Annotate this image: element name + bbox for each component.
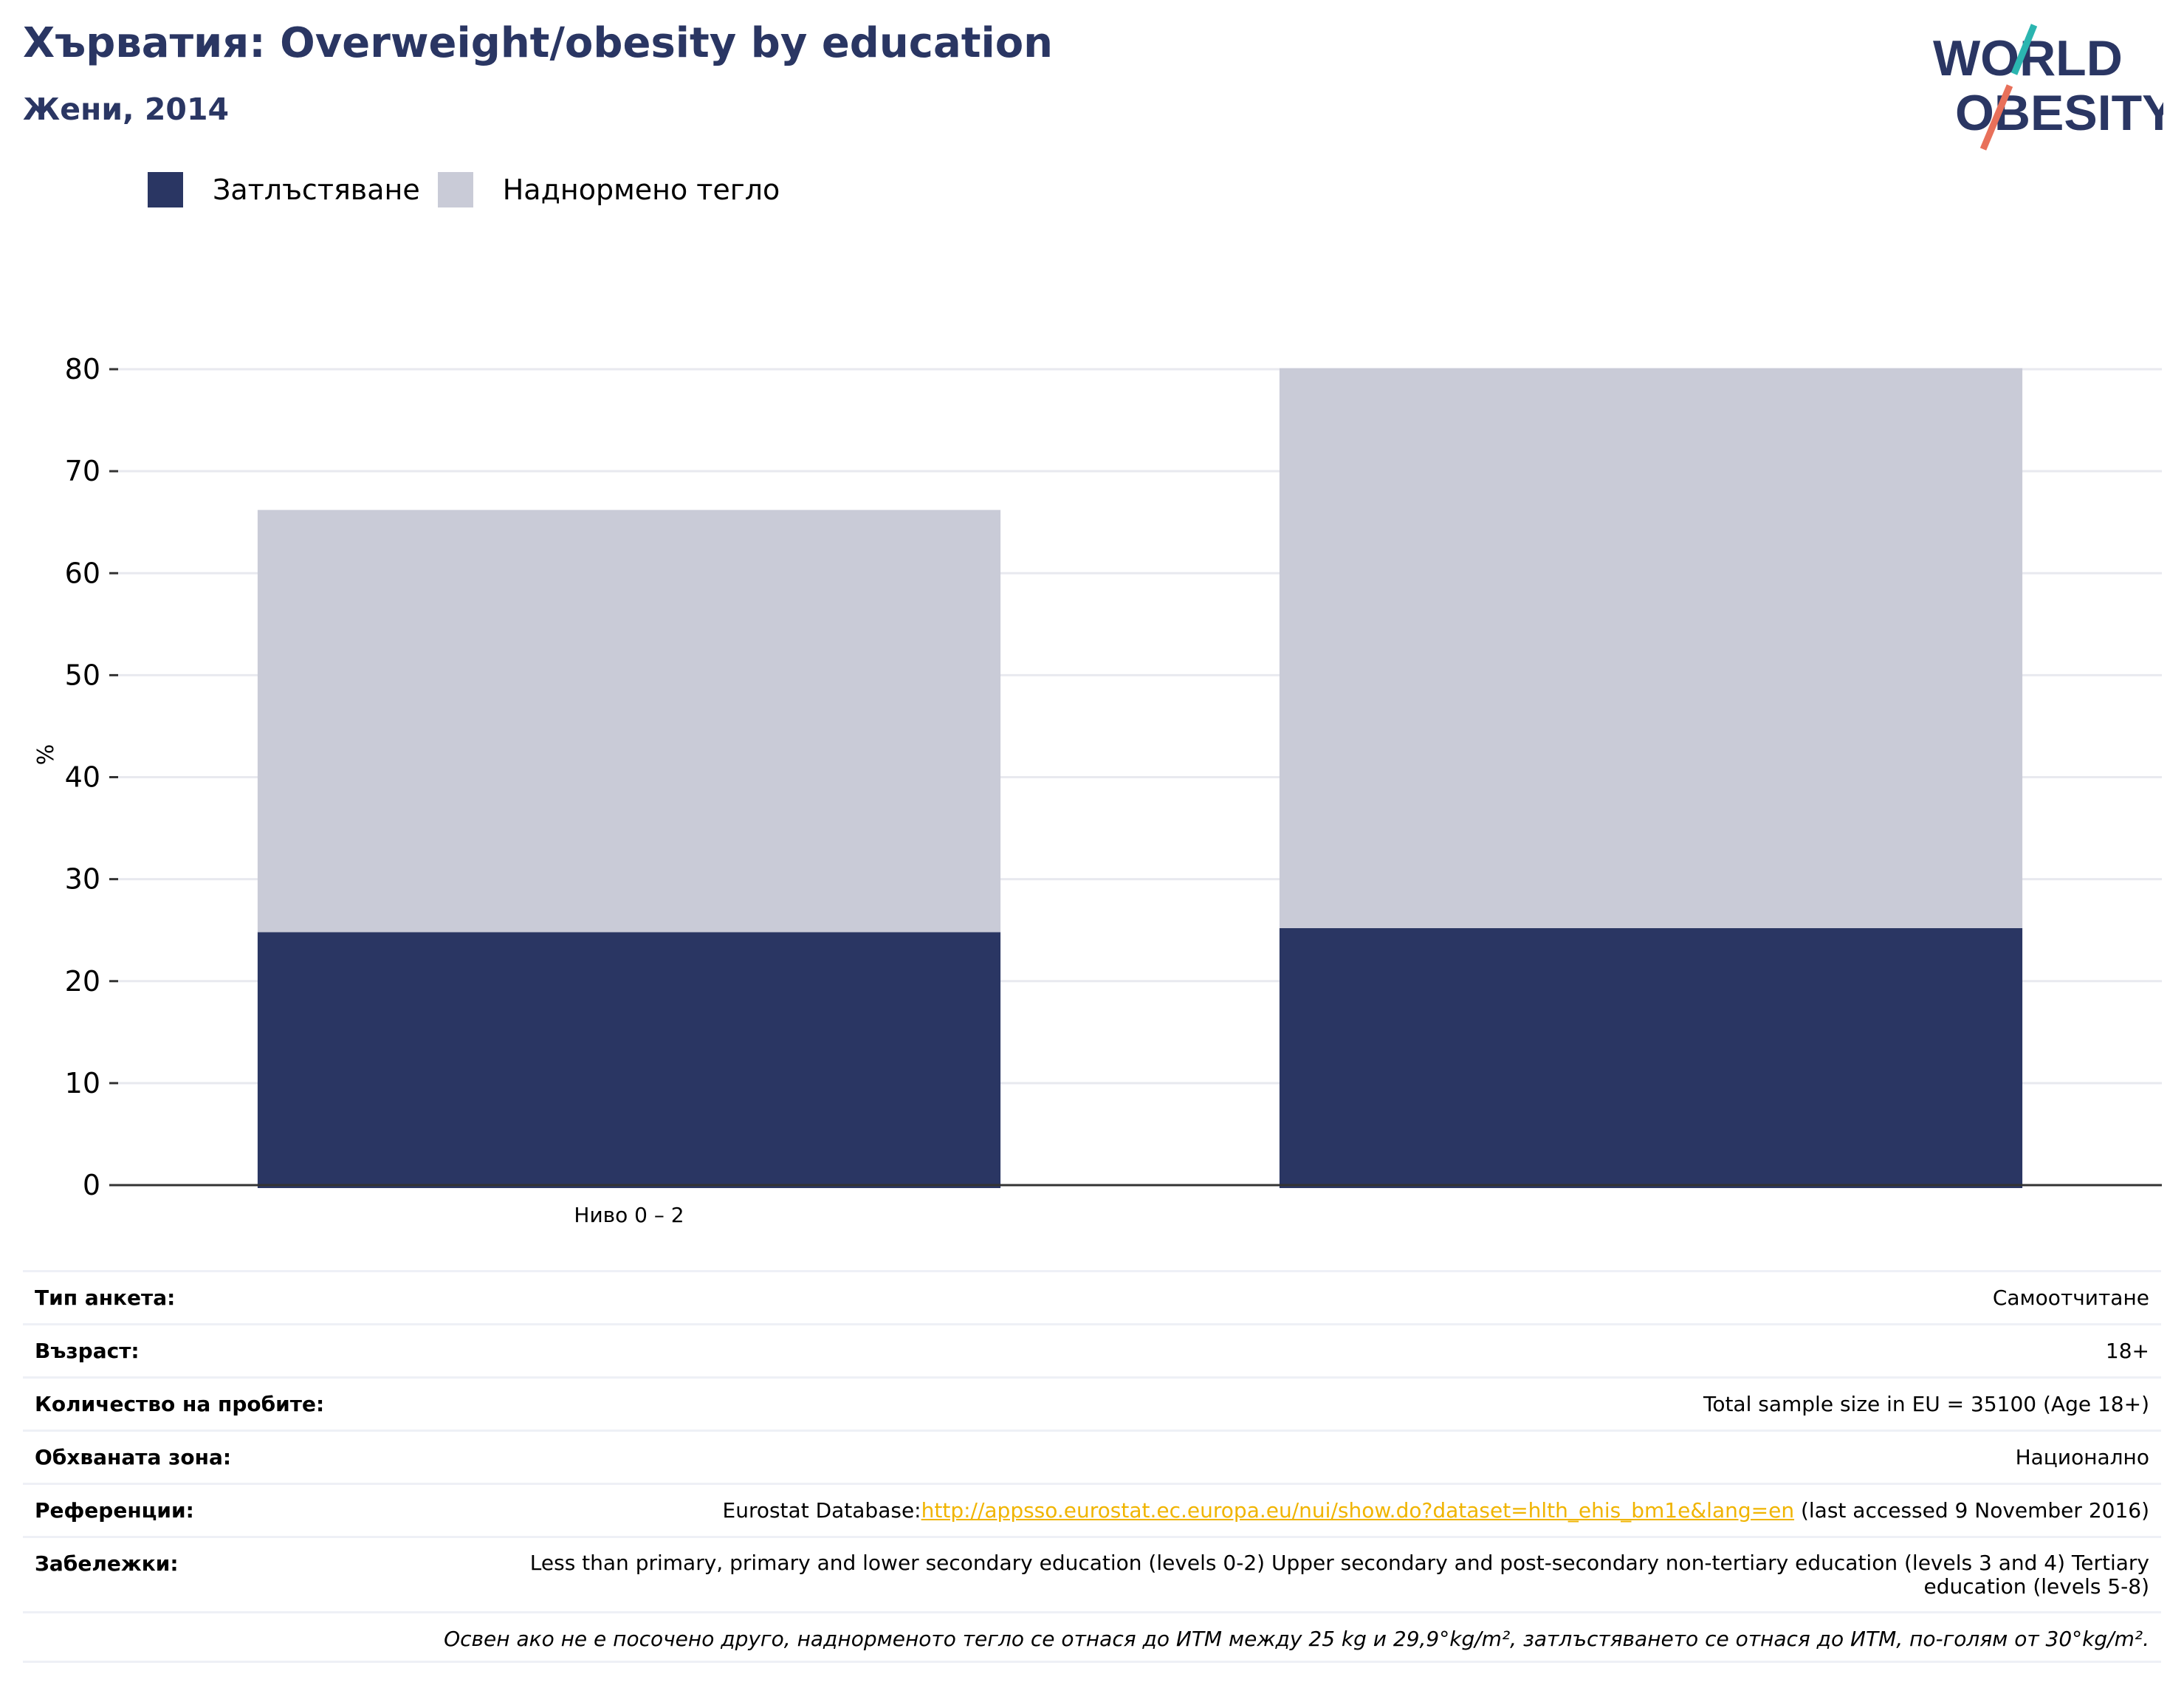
reference-prefix: Eurostat Database:: [722, 1498, 921, 1523]
page-subtitle: Жени, 2014: [23, 92, 230, 127]
y-tick-label: 0: [83, 1169, 100, 1201]
y-tick-label: 50: [65, 659, 100, 691]
logo-slash-coral: [1979, 84, 2013, 151]
info-label: Възраст:: [35, 1339, 140, 1363]
info-value: 18+: [2105, 1339, 2149, 1363]
y-tick-label: 10: [65, 1067, 100, 1099]
world-obesity-logo: WORLD OBESITY: [1933, 24, 2163, 151]
info-value: Самоотчитане: [1992, 1286, 2149, 1310]
bar-obesity-1[interactable]: [1279, 927, 2023, 1188]
y-tick-labels: 0 10 20 30 40 50 60 70 80: [65, 353, 118, 1201]
y-tick-label: 40: [65, 761, 100, 794]
x-tick-label: Ниво 0 – 2: [574, 1203, 684, 1227]
logo-slash-teal: [2010, 24, 2038, 75]
logo-line2: OBESITY: [1955, 85, 2163, 141]
info-label: Количество на пробите:: [35, 1392, 325, 1416]
bar-chart: 0 10 20 30 40 50 60 70 80 Ниво 0 – 2 %: [33, 353, 2162, 1227]
info-row-age: Възраст: 18+: [23, 1323, 2161, 1376]
legend-label-obesity: Затлъстяване: [213, 174, 420, 206]
legend-swatch-overweight: [437, 172, 473, 207]
y-tick-label: 30: [65, 863, 100, 896]
y-tick-label: 70: [65, 455, 100, 487]
info-value: Less than primary, primary and lower sec…: [529, 1551, 2149, 1599]
bar-overweight-1[interactable]: [1279, 368, 2023, 928]
bars: [257, 368, 2023, 1188]
info-label: Референции:: [35, 1498, 194, 1523]
footnote: Освен ако не е посочено друго, наднормен…: [23, 1611, 2161, 1663]
y-tick-label: 20: [65, 965, 100, 998]
chart-legend: Затлъстяване Наднормено тегло: [148, 171, 797, 208]
bar-obesity-0[interactable]: [257, 932, 1001, 1188]
legend-item-overweight[interactable]: Наднормено тегло: [437, 172, 780, 207]
info-value-references: Eurostat Database:http://appsso.eurostat…: [723, 1498, 2150, 1523]
reference-link[interactable]: http://appsso.eurostat.ec.europa.eu/nui/…: [921, 1498, 1795, 1523]
info-table: Тип анкета: Самоотчитане Възраст: 18+ Ко…: [23, 1270, 2161, 1663]
legend-label-overweight: Наднормено тегло: [502, 174, 780, 206]
reference-suffix: (last accessed 9 November 2016): [1794, 1498, 2149, 1523]
bar-overweight-0[interactable]: [257, 509, 1001, 933]
info-row-coverage: Обхваната зона: Национално: [23, 1430, 2161, 1483]
info-row-notes: Забележки: Less than primary, primary an…: [23, 1536, 2161, 1611]
page-title: Хърватия: Overweight/obesity by educatio…: [23, 19, 1054, 67]
y-tick-label: 80: [65, 353, 100, 385]
info-row-references: Референции: Eurostat Database:http://app…: [23, 1483, 2161, 1536]
info-value: Национално: [2015, 1445, 2149, 1469]
info-label: Тип анкета:: [35, 1286, 176, 1310]
y-axis-label: %: [33, 744, 59, 766]
info-row-survey-type: Тип анкета: Самоотчитане: [23, 1270, 2161, 1323]
x-tick-labels: Ниво 0 – 2: [574, 1203, 684, 1227]
legend-swatch-obesity: [148, 172, 183, 207]
info-label: Обхваната зона:: [35, 1445, 232, 1469]
info-label: Забележки:: [35, 1551, 179, 1576]
legend-item-obesity[interactable]: Затлъстяване: [148, 172, 420, 207]
info-value: Total sample size in EU = 35100 (Age 18+…: [1703, 1392, 2149, 1416]
y-tick-label: 60: [65, 557, 100, 589]
info-row-sample-size: Количество на пробите: Total sample size…: [23, 1376, 2161, 1430]
